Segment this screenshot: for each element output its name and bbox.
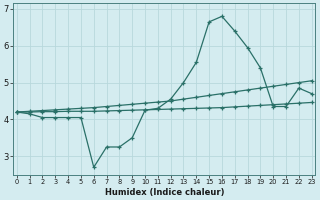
X-axis label: Humidex (Indice chaleur): Humidex (Indice chaleur) [105,188,224,197]
